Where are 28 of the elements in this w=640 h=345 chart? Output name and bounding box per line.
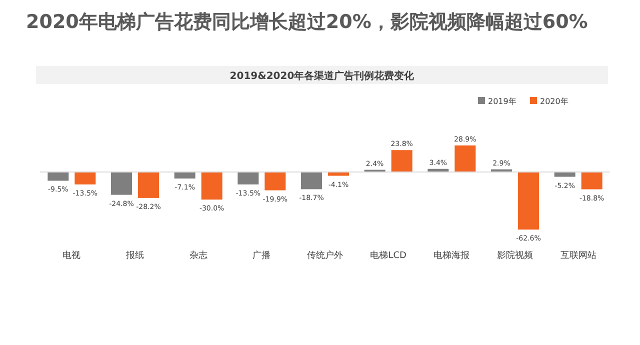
x-tick-label: 电梯海报 bbox=[434, 250, 470, 261]
bar bbox=[74, 172, 96, 184]
x-tick-label: 杂志 bbox=[189, 250, 208, 261]
x-tick-label: 广播 bbox=[252, 250, 271, 261]
legend-label: 2019年 bbox=[488, 97, 516, 106]
chart-subtitle: 2019&2020年各渠道广告刊例花费变化 bbox=[230, 70, 416, 82]
x-tick-label: 互联网站 bbox=[560, 250, 596, 261]
x-tick-label: 影院视频 bbox=[497, 250, 533, 261]
chart-title: 2020年电梯广告花费同比增长超过20%，影院视频降幅超过60% bbox=[26, 11, 588, 33]
x-tick-label: 报纸 bbox=[125, 250, 144, 261]
bar bbox=[238, 172, 259, 184]
legend-label: 2020年 bbox=[540, 97, 568, 106]
bar bbox=[264, 172, 286, 190]
bar bbox=[581, 172, 602, 190]
bar bbox=[328, 172, 349, 176]
bar bbox=[518, 172, 539, 230]
x-tick-label: 电梯LCD bbox=[370, 250, 407, 261]
bar bbox=[454, 145, 476, 172]
bar bbox=[554, 172, 576, 177]
bar bbox=[111, 172, 132, 195]
x-tick-label: 电视 bbox=[62, 250, 81, 261]
bar bbox=[301, 172, 322, 190]
bar bbox=[391, 150, 412, 172]
bar bbox=[138, 172, 159, 198]
bar bbox=[48, 172, 69, 181]
bar bbox=[174, 172, 196, 179]
bar bbox=[201, 172, 222, 200]
x-tick-label: 传统户外 bbox=[307, 250, 343, 261]
